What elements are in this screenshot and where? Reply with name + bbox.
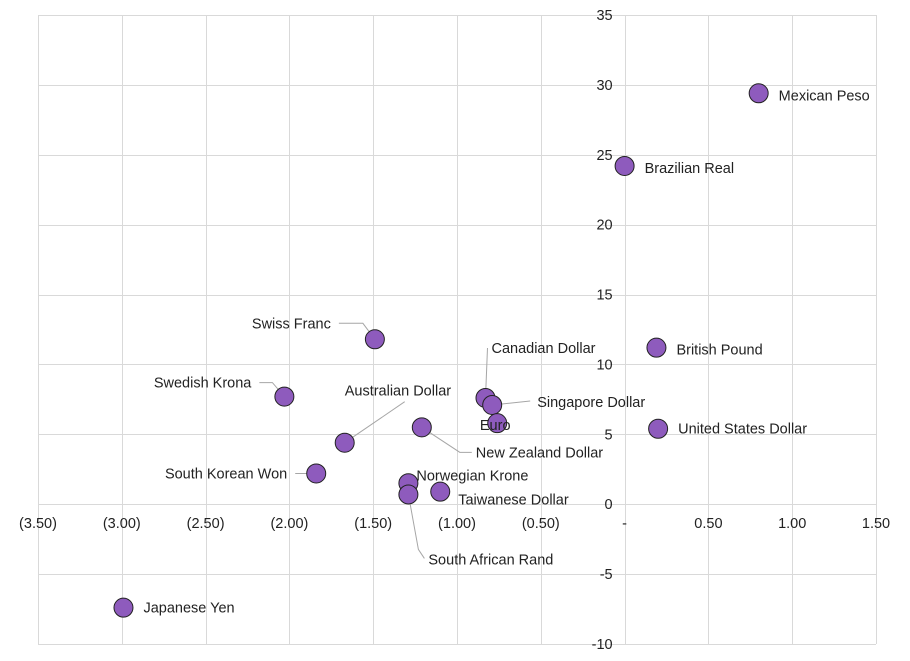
data-label: Euro bbox=[480, 418, 511, 434]
data-label: United States Dollar bbox=[678, 422, 807, 438]
data-point bbox=[411, 417, 432, 438]
data-label: Singapore Dollar bbox=[537, 395, 645, 411]
data-label: Swedish Krona bbox=[154, 376, 252, 392]
data-label: Brazilian Real bbox=[645, 161, 734, 177]
y-tick-label: 35 bbox=[596, 8, 612, 24]
y-tick-label: 30 bbox=[596, 78, 612, 94]
data-label: Norwegian Krone bbox=[416, 468, 528, 484]
x-tick-label: 1.00 bbox=[778, 516, 806, 532]
data-point bbox=[614, 155, 635, 176]
x-tick-label: (2.00) bbox=[270, 516, 308, 532]
data-label: South African Rand bbox=[428, 552, 553, 568]
y-tick-label: 10 bbox=[596, 357, 612, 373]
data-label: Australian Dollar bbox=[345, 384, 452, 400]
x-tick-label: (0.50) bbox=[522, 516, 560, 532]
x-tick-label: - bbox=[622, 516, 627, 532]
data-point bbox=[482, 394, 503, 415]
data-label: New Zealand Dollar bbox=[476, 445, 604, 461]
y-tick-label: 5 bbox=[605, 427, 613, 443]
data-label: British Pound bbox=[676, 343, 762, 359]
data-point bbox=[364, 329, 385, 350]
data-point bbox=[646, 337, 667, 358]
data-point bbox=[748, 83, 769, 104]
data-label: Japanese Yen bbox=[143, 601, 234, 617]
leader-line bbox=[344, 401, 405, 444]
x-tick-label: (3.50) bbox=[19, 516, 57, 532]
y-tick-label: 20 bbox=[596, 218, 612, 234]
y-tick-label: 0 bbox=[605, 497, 613, 513]
y-tick-label: 25 bbox=[596, 148, 612, 164]
x-tick-label: (2.50) bbox=[187, 516, 225, 532]
data-labels: Mexican Peso Brazilian Real British Pound U… bbox=[143, 88, 869, 616]
x-tick-label: (1.50) bbox=[354, 516, 392, 532]
data-point bbox=[306, 463, 327, 484]
axes bbox=[38, 15, 876, 644]
data-point bbox=[398, 484, 419, 505]
data-point bbox=[274, 386, 295, 407]
data-point bbox=[487, 413, 508, 434]
tick-labels: (3.50) (3.00) (2.50) (2.00) (1.50) (1.00) (0.5… bbox=[19, 8, 890, 653]
leader-line bbox=[421, 426, 472, 453]
data-point bbox=[648, 418, 669, 439]
x-tick-label: (3.00) bbox=[103, 516, 141, 532]
x-tick-label: (1.00) bbox=[438, 516, 476, 532]
data-point bbox=[430, 481, 451, 502]
data-points bbox=[113, 83, 769, 618]
x-tick-label: 0.50 bbox=[694, 516, 722, 532]
leader-line bbox=[407, 494, 425, 559]
y-tick-label: -5 bbox=[600, 567, 613, 583]
data-label: Canadian Dollar bbox=[491, 341, 595, 357]
y-tick-label: -10 bbox=[592, 637, 613, 653]
data-label: South Korean Won bbox=[165, 466, 287, 482]
data-point bbox=[334, 432, 355, 453]
gridlines bbox=[38, 15, 877, 645]
data-label: Taiwanese Dollar bbox=[458, 493, 569, 509]
y-tick-label: 15 bbox=[596, 288, 612, 304]
data-label: Swiss Franc bbox=[252, 316, 331, 332]
data-label: Mexican Peso bbox=[779, 88, 870, 104]
data-point bbox=[113, 597, 134, 618]
x-tick-label: 1.50 bbox=[862, 516, 890, 532]
